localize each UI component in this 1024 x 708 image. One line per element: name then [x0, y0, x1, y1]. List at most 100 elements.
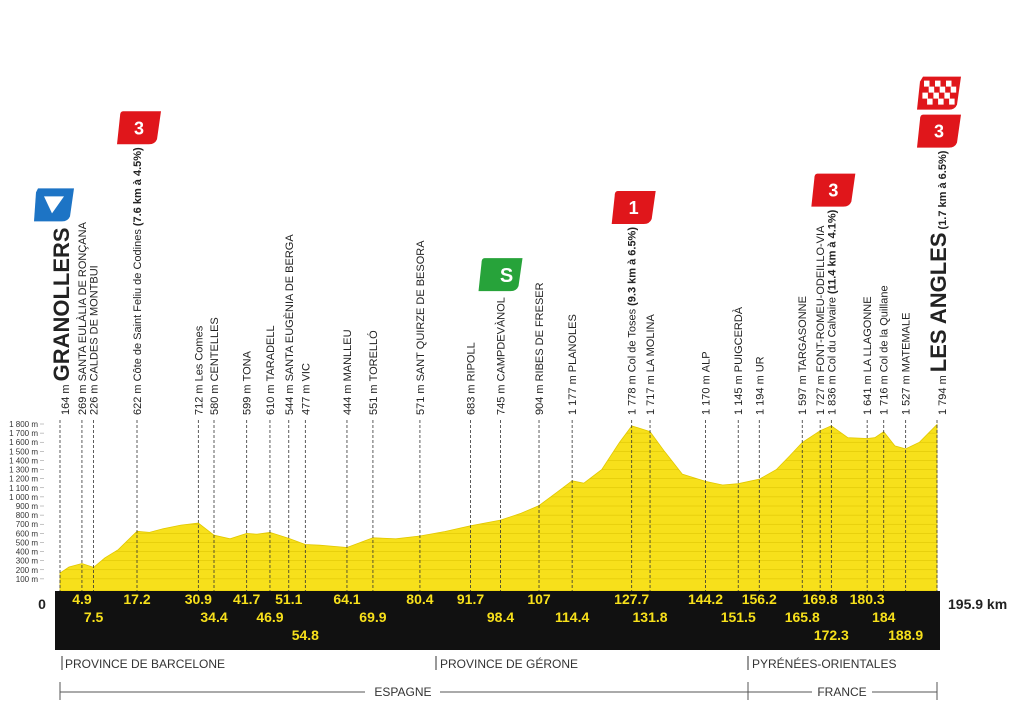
waypoint-altitude: 1 597 m [797, 375, 809, 415]
waypoint-altitude: 1 778 m [627, 375, 639, 415]
waypoint-altitude: 444 m [342, 384, 354, 415]
waypoint-altitude: 477 m [300, 384, 312, 415]
waypoint-name: Côte de Saint Feliu de Codines [132, 229, 144, 382]
waypoint-altitude: 551 m [368, 384, 380, 415]
km-label: 98.4 [487, 609, 514, 625]
waypoint-label: 1 641 m LA LLAGONNE [862, 296, 874, 415]
km-label: 156.2 [742, 591, 777, 607]
waypoint-label: 1 194 m UR [754, 356, 766, 415]
y-tick-label: 600 m [16, 529, 39, 538]
km-band [55, 591, 940, 650]
waypoint-name: GRANOLLERS [49, 227, 74, 381]
waypoint-name: LA LLAGONNE [862, 296, 874, 372]
climb-info: (9.3 km à 6.5%) [627, 227, 639, 306]
waypoint-label: 1 597 m TARGASONNE [797, 296, 809, 415]
waypoint-name: LES ANGLES [926, 232, 951, 372]
waypoint-name: CAMPDEVÀNOL [495, 297, 508, 381]
y-tick-label: 100 m [16, 575, 39, 584]
waypoint-altitude: 1 716 m [879, 375, 891, 415]
y-tick-label: 400 m [16, 548, 39, 557]
waypoint-label: 1 836 m Col du Calvaire (11.4 km à 4.1%) [826, 209, 838, 415]
waypoint-name: RIPOLL [466, 342, 478, 381]
y-tick-label: 800 m [16, 511, 39, 520]
y-tick-label: 900 m [16, 502, 39, 511]
climb-flag [917, 114, 961, 148]
waypoint-altitude: 745 m [496, 384, 508, 415]
elevation-area [59, 423, 938, 592]
waypoint-label: 1 170 m ALP [701, 351, 713, 415]
waypoint-altitude: 269 m [77, 384, 89, 415]
km-label: 165.8 [785, 609, 820, 625]
finish-check [950, 86, 957, 93]
waypoint-label: 226 m CALDES DE MONTBUI [89, 265, 101, 415]
km-label: 127.7 [614, 591, 649, 607]
country-bracket [59, 682, 938, 700]
y-tick-label: 200 m [16, 566, 39, 575]
climb-flag [117, 111, 162, 145]
waypoint-name: PUIGCERDÀ [732, 306, 745, 372]
region-label: PROVINCE DE BARCELONE [65, 657, 225, 671]
waypoint-name: VIC [300, 363, 312, 381]
country-label: FRANCE [817, 685, 866, 699]
km-label: 0 [38, 596, 46, 612]
waypoint-name: ALP [701, 351, 713, 372]
y-tick-label: 1 500 m [9, 447, 38, 456]
waypoint-name: MATEMALE [901, 313, 913, 373]
finish-check [949, 98, 955, 105]
km-label: 4.9 [72, 591, 92, 607]
waypoint-altitude: 226 m [89, 384, 101, 415]
waypoint-label: 1 727 m FONT-ROMEU-ODEILLO-VIA [815, 225, 827, 415]
waypoint-altitude: 1 194 m [754, 375, 766, 415]
sprint-letter: S [500, 265, 513, 287]
waypoint-name: MANLLEU [342, 329, 354, 381]
finish-check [939, 86, 946, 93]
km-label: 41.7 [233, 591, 260, 607]
waypoint-label: 551 m TORELLÓ [367, 330, 380, 415]
km-label: 131.8 [633, 609, 668, 625]
waypoint-altitude: 580 m [209, 384, 221, 415]
y-tick-label: 1 800 m [9, 420, 38, 429]
climb-flag [811, 173, 856, 207]
km-label: 34.4 [200, 609, 227, 625]
climb-info: (11.4 km à 4.1%) [826, 209, 838, 294]
waypoint-label: 444 m MANLLEU [342, 329, 354, 415]
waypoint-name: SANTA EULÀLIA DE RONÇANA [76, 221, 89, 381]
km-label: 180.3 [850, 591, 885, 607]
waypoint-altitude: 164 m [60, 384, 72, 415]
legend-regions: PROVINCE DE BARCELONE PROVINCE DE GÉRONE… [59, 656, 938, 700]
waypoint-label: 1 177 m PLANOLES [567, 314, 579, 415]
waypoint-name: SANTA EUGÈNIA DE BERGA [283, 234, 296, 382]
waypoint-label: 544 m SANTA EUGÈNIA DE BERGA [283, 234, 296, 415]
waypoint-altitude: 610 m [265, 384, 277, 415]
waypoint-label: 904 m RIBES DE FRESER [534, 282, 546, 415]
finish-check [944, 92, 950, 99]
y-tick-label: 1 600 m [9, 438, 38, 447]
km-label: 195.9 km [948, 596, 1007, 612]
climb-info: (1.7 km à 6.5%) [937, 150, 949, 229]
waypoint-label: 599 m TONA [242, 350, 254, 415]
y-tick-label: 1 200 m [9, 475, 38, 484]
finish-check [927, 98, 933, 105]
waypoint-altitude: 544 m [284, 384, 296, 415]
finish-check [922, 92, 928, 99]
waypoint-name: FONT-ROMEU-ODEILLO-VIA [815, 225, 827, 372]
waypoint-name: RIBES DE FRESER [534, 282, 546, 381]
waypoint-label: 1 778 m Col de Toses (9.3 km à 6.5%) [627, 227, 639, 415]
waypoint-altitude: 683 m [466, 384, 478, 415]
y-tick-label: 1 300 m [9, 466, 38, 475]
km-label: 151.5 [721, 609, 756, 625]
waypoint-name: PLANOLES [567, 314, 579, 372]
climb-category: 3 [934, 122, 944, 142]
y-tick-label: 500 m [16, 538, 39, 547]
waypoint-name: TONA [242, 350, 254, 381]
waypoint-label: 580 m CENTELLES [209, 317, 221, 415]
waypoint-name: Les Comes [193, 325, 205, 381]
waypoint-label: 1 717 m LA MOLINA [645, 314, 657, 415]
waypoint-label: 1 527 m MATEMALE [901, 313, 913, 415]
waypoint-label: 622 m Côte de Saint Feliu de Codines (7.6 … [132, 147, 144, 415]
finish-check [938, 98, 944, 105]
waypoint-name: UR [754, 356, 766, 372]
waypoint-label: 1 145 m PUIGCERDÀ [732, 306, 745, 415]
y-tick-label: 1 400 m [9, 456, 38, 465]
